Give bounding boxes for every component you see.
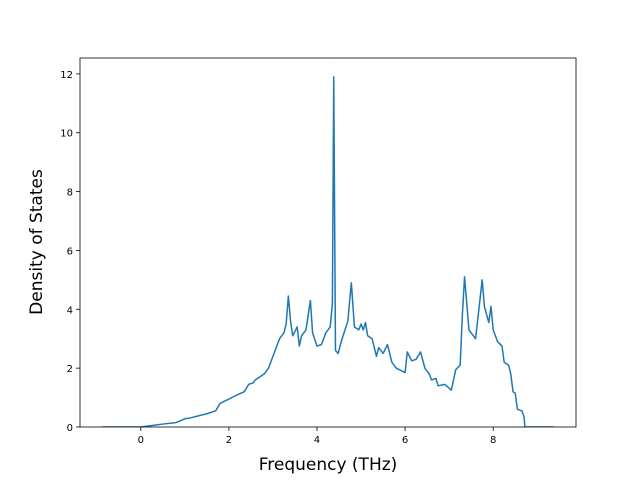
x-tick-label: 2 — [226, 435, 232, 446]
line — [102, 76, 554, 427]
x-tick-label: 4 — [314, 435, 320, 446]
y-tick-label: 4 — [67, 305, 73, 316]
y-tick-label: 10 — [60, 129, 73, 140]
y-tick-label: 0 — [67, 423, 73, 434]
plot-frame — [79, 57, 577, 428]
y-axis-label: Density of States — [27, 169, 47, 315]
x-tick-label: 6 — [402, 435, 408, 446]
x-axis-label: Frequency (THz) — [259, 455, 398, 475]
y-tick-label: 6 — [67, 246, 73, 257]
x-tick-label: 0 — [138, 435, 144, 446]
y-tick-label: 12 — [60, 70, 73, 81]
x-tick-label: 8 — [490, 435, 496, 446]
y-tick-label: 8 — [67, 188, 73, 199]
y-tick-label: 2 — [67, 364, 73, 375]
